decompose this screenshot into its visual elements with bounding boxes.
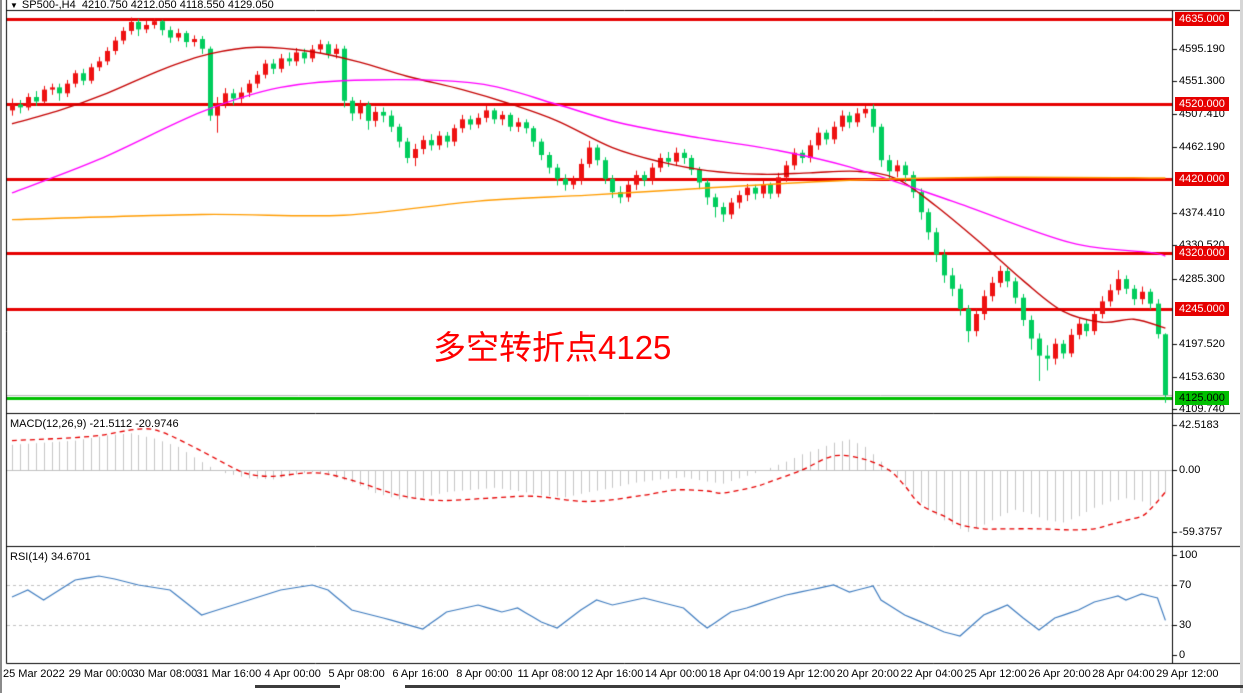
macd-axis-label: -59.3757 <box>1179 526 1223 538</box>
time-axis-label: 29 Mar 00:00 <box>68 668 134 680</box>
price-level-badge: 4320.000 <box>1175 246 1229 260</box>
time-axis-label: 12 Apr 16:00 <box>580 668 644 680</box>
time-axis-label: 22 Apr 04:00 <box>900 668 963 680</box>
time-axis-label: 25 Mar 2022 <box>3 668 65 680</box>
symbol-quote-text: SP500-,H4 4210.750 4212.050 4118.550 412… <box>21 0 274 11</box>
rsi-indicator-label: RSI(14) 34.6701 <box>10 551 91 563</box>
price-axis-label: 4595.190 <box>1179 43 1225 55</box>
price-level-badge: 4245.000 <box>1175 302 1229 316</box>
price-level-badge: 4125.000 <box>1175 391 1229 405</box>
price-axis-label: 4197.520 <box>1179 338 1225 350</box>
time-axis-label: 4 Apr 00:00 <box>264 668 321 680</box>
rsi-axis-label: 30 <box>1179 619 1192 631</box>
price-axis-label: 4551.300 <box>1179 75 1225 87</box>
time-axis-label: 30 Mar 08:00 <box>132 668 198 680</box>
time-axis-label: 8 Apr 00:00 <box>456 668 513 680</box>
time-axis-label: 19 Apr 12:00 <box>772 668 836 680</box>
bottom-scrollbar-track[interactable] <box>405 685 1243 688</box>
window-right-edge <box>1240 0 1243 693</box>
time-axis-label: 28 Apr 04:00 <box>1092 668 1155 680</box>
rsi-axis-label: 70 <box>1179 579 1192 591</box>
price-axis-label: 4507.410 <box>1179 108 1225 120</box>
time-axis-label: 5 Apr 08:00 <box>328 668 385 680</box>
macd-indicator-label: MACD(12,26,9) -21.5112 -20.9746 <box>10 418 179 430</box>
time-axis-label: 14 Apr 00:00 <box>644 668 708 680</box>
price-axis[interactable]: 4635.000 4595.190 4551.300 4520.000 4507.410… <box>1172 0 1243 693</box>
price-level-badge: 4520.000 <box>1175 97 1229 111</box>
price-axis-label: 4374.410 <box>1179 207 1225 219</box>
rsi-axis-label: 100 <box>1179 549 1198 561</box>
price-axis-label: 4285.300 <box>1179 273 1225 285</box>
macd-axis-label: 0.00 <box>1179 464 1201 476</box>
price-axis-label: 4462.190 <box>1179 141 1225 153</box>
price-axis-label: 4109.740 <box>1179 403 1225 415</box>
rsi-axis-label: 0 <box>1179 649 1186 661</box>
chart-annotation-text: 多空转折点4125 <box>433 329 672 366</box>
time-axis-label: 18 Apr 04:00 <box>708 668 772 680</box>
price-level-badge: 4420.000 <box>1175 172 1229 186</box>
rsi-axis[interactable]: 100 70 30 0 <box>1172 0 1243 693</box>
price-level-badge: 4635.000 <box>1175 12 1229 26</box>
price-axis-label: 4153.630 <box>1179 371 1225 383</box>
time-axis-label: 11 Apr 08:00 <box>517 668 580 680</box>
time-axis-label: 20 Apr 20:00 <box>836 668 899 680</box>
macd-axis[interactable]: 42.5183 0.00 -59.3757 <box>1172 0 1243 693</box>
time-axis[interactable]: 25 Mar 2022 29 Mar 00:00 30 Mar 08:00 31 Ma… <box>0 664 1243 686</box>
time-axis-label: 26 Apr 20:00 <box>1028 668 1091 680</box>
macd-axis-label: 42.5183 <box>1179 419 1219 431</box>
time-axis-label: 6 Apr 16:00 <box>392 668 449 680</box>
symbol-header: ▼ SP500-,H4 4210.750 4212.050 4118.550 41… <box>10 0 274 11</box>
time-axis-label: 31 Mar 16:00 <box>196 668 262 680</box>
bottom-scrollbar-thumb[interactable] <box>255 685 340 688</box>
time-axis-label: 25 Apr 12:00 <box>964 668 1027 680</box>
chevron-down-icon[interactable]: ▼ <box>10 1 18 10</box>
window-left-edge <box>0 0 2 693</box>
time-axis-label: 29 Apr 12:00 <box>1156 668 1219 680</box>
